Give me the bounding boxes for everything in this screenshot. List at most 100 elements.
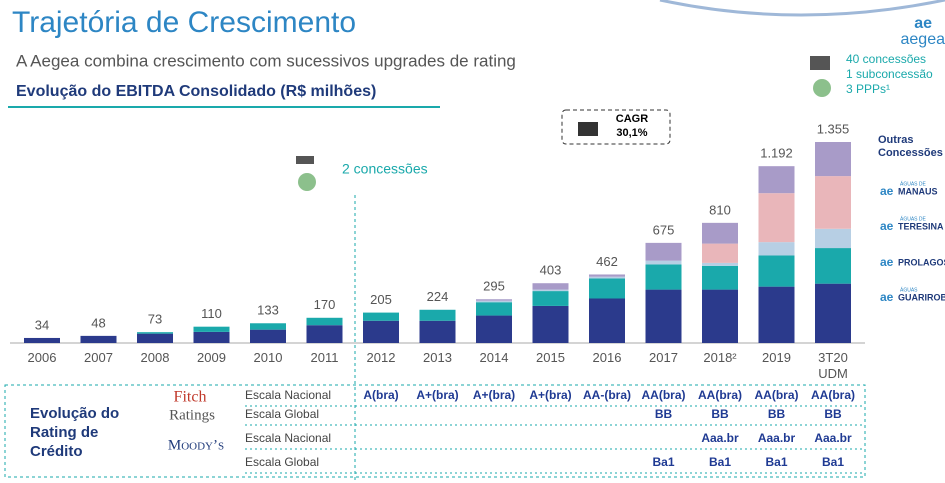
total-label: 73 [148,312,162,327]
bar-segment [758,166,795,194]
bar-segment [702,265,738,290]
x-tick-label: 2011 [310,350,339,365]
total-label: 675 [653,222,675,237]
logo-mark: ae [914,15,932,32]
x-tick-label: 2007 [84,350,113,365]
legend-label: Outras Concessões [878,134,943,159]
bar-segment [532,291,569,306]
scale-label: Escala Nacional [245,388,331,402]
x-tick-label: 2018² [703,350,737,365]
rating-value: Ba1 [822,455,844,469]
cagr-icon [578,122,598,136]
legend-logo: ae [880,255,894,269]
rating-value: AA(bra) [698,388,742,402]
cagr-title: CAGR [616,113,648,125]
total-label: 810 [709,202,731,217]
bar-segment [306,325,343,343]
legend-prefix: ÁGUAS DE [900,180,927,187]
agency: Moody’s [168,437,224,453]
rating-value: BB [655,407,673,421]
bar-segment [137,333,173,343]
total-label: 1.355 [817,121,850,136]
rating-value: Aaa.br [814,431,852,445]
bar-segment [645,242,682,261]
annotation: 1 subconcessão [846,67,933,81]
bar-segment [306,317,343,326]
bar-segment [532,283,569,290]
rating-box [4,384,866,478]
bar-segment [24,337,60,343]
rating-value: A+(bra) [529,388,571,402]
annotation: 40 concessões [846,52,926,66]
legend-prefix: ÁGUAS DE [900,215,927,222]
bar-segment [476,299,512,301]
x-tick-label: 2016 [592,350,622,365]
total-label: 133 [257,303,279,318]
total-label: 205 [370,292,392,307]
bar-segment [589,274,625,277]
rating-value: Aaa.br [701,431,739,445]
bar-segment [532,289,569,292]
legend-label: TERESINA [898,221,944,231]
agency: Ratings [169,407,215,423]
bar-segment [758,255,795,287]
x-tick-label: 2015 [536,350,565,365]
legend-label: MANAUS [898,186,938,196]
rating-value: AA(bra) [642,388,686,402]
total-label: 462 [596,254,618,269]
bar-segment [419,309,456,321]
rating-value: A+(bra) [473,388,515,402]
legend-logo: ae [880,184,894,198]
agency: Fitch [174,389,207,406]
rating-value: BB [824,407,842,421]
bar-segment [815,228,851,249]
scale-label: Escala Nacional [245,431,331,445]
total-label: 1.192 [760,146,793,161]
bar-segment [476,300,512,303]
bar-segment [532,305,569,343]
bar-segment [645,260,682,265]
rating-value: AA-(bra) [583,388,631,402]
decor [659,0,945,17]
bar-segment [645,264,682,290]
total-label: 48 [91,315,105,330]
x-tick-label: 2010 [253,350,283,365]
x-tick-label: 2008 [140,350,170,365]
rating-value: AA(bra) [755,388,799,402]
cagr-value: 30,1% [616,127,647,139]
x-tick-label: 2017 [649,350,678,365]
bar-segment [476,302,512,316]
bar-segment [758,286,795,343]
bar-segment [589,278,625,299]
icon [810,56,830,70]
total-label: 224 [427,289,449,304]
rating-value: AA(bra) [811,388,855,402]
chart-title: Evolução do EBITDA Consolidado (R$ milhõ… [16,83,376,100]
annotation: 2 concessões [342,161,428,177]
bar-segment [702,262,738,266]
bar-segment [137,332,173,334]
bar-segment [250,329,286,343]
legend-logo: ae [880,219,894,233]
x-tick-label: 2014 [479,350,509,365]
rating-value: Ba1 [765,455,787,469]
rating-value: Aaa.br [758,431,796,445]
x-tick-label: 2019 [762,350,791,365]
total-label: 170 [314,297,336,312]
bar-segment [815,176,851,229]
scale-label: Escala Global [245,455,319,469]
rating-value: Ba1 [652,455,674,469]
bar-segment [702,289,738,343]
rating-value: BB [711,407,729,421]
bar-segment [476,315,512,343]
x-tick-label: 2012 [366,350,396,365]
bar-segment [815,142,851,177]
legend-label: GUARIROBA [898,292,945,302]
bar-segment [80,335,117,343]
x-tick-label: 2013 [423,350,452,365]
total-label: 295 [483,279,505,294]
rating-value: BB [768,407,786,421]
x-tick-label: 2009 [197,350,226,365]
